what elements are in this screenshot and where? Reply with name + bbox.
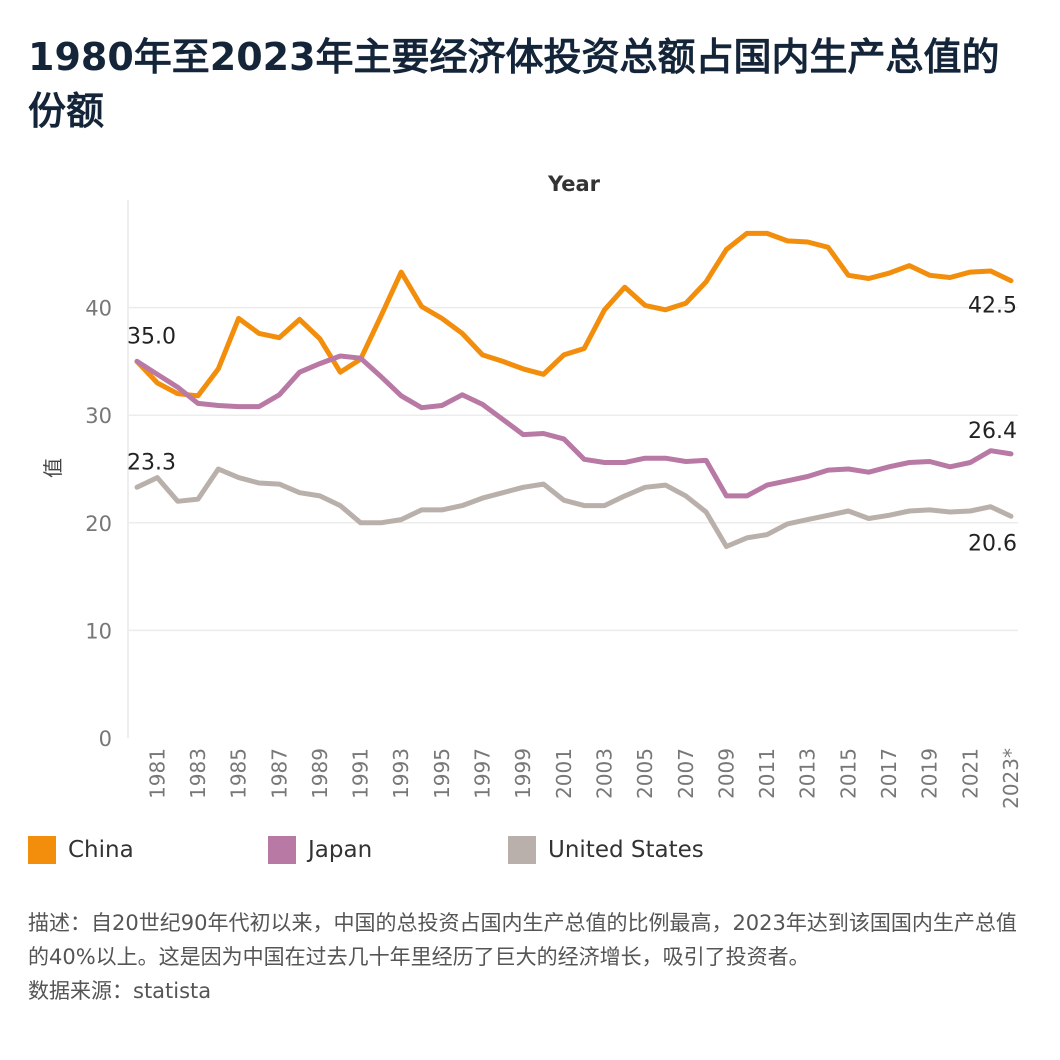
legend: China Japan United States (0, 836, 1060, 872)
y-tick-labels: 0 10 20 30 40 (85, 297, 112, 751)
x-tick-label: 2001 (552, 748, 576, 799)
legend-swatch-japan (268, 836, 296, 864)
x-tick-label: 1983 (186, 748, 210, 799)
legend-item-china[interactable]: China (28, 836, 134, 864)
x-tick-label: 2019 (918, 748, 942, 799)
chart-title: 1980年至2023年主要经济体投资总额占国内生产总值的份额 (28, 35, 1000, 133)
y-tick-label: 0 (99, 727, 112, 751)
gridlines (127, 200, 1018, 738)
x-tick-label: 1995 (430, 748, 454, 799)
legend-label-china: China (68, 837, 134, 863)
x-tick-label: 1997 (471, 748, 495, 799)
x-tick-labels: 1981 1983 1985 1987 1989 1991 1993 1995 1997 1999… (145, 748, 1023, 809)
line-chart: Year 值 0 10 20 30 40 1981 1983 1985 1987 1989 199… (41, 172, 1023, 809)
data-label: 23.3 (127, 450, 176, 475)
chart-footer: 描述：自20世纪90年代初以来，中国的总投资占国内生产总值的比例最高，2023年… (28, 906, 1032, 1008)
y-tick-label: 20 (85, 512, 112, 536)
x-tick-label: 2009 (714, 748, 738, 799)
legend-label-japan: Japan (308, 837, 373, 863)
x-tick-label: 1991 (349, 748, 373, 799)
x-tick-label: 2007 (674, 748, 698, 799)
x-tick-label: 2015 (836, 748, 860, 799)
data-label: 35.0 (127, 324, 176, 349)
legend-item-japan[interactable]: Japan (268, 836, 372, 864)
series-line-united-states[interactable] (134, 466, 1014, 549)
x-tick-label: 2023* (999, 748, 1023, 809)
y-tick-label: 40 (85, 297, 112, 321)
x-tick-label: 2011 (755, 748, 779, 799)
data-label: 26.4 (968, 419, 1017, 444)
series-line-japan[interactable] (134, 353, 1014, 499)
legend-label-united-states: United States (548, 837, 704, 863)
legend-swatch-china (28, 836, 56, 864)
series-lines (134, 230, 1014, 549)
x-axis-title: Year (547, 172, 601, 196)
data-label: 20.6 (968, 531, 1017, 556)
x-tick-label: 2003 (592, 748, 616, 799)
x-tick-label: 1993 (389, 748, 413, 799)
x-tick-label: 2005 (633, 748, 657, 799)
data-labels: 35.0 42.5 26.4 23.3 20.6 (127, 294, 1017, 557)
legend-swatch-united-states (508, 836, 536, 864)
series-line-china[interactable] (134, 230, 1014, 399)
x-tick-label: 2017 (877, 748, 901, 799)
x-tick-label: 2013 (796, 748, 820, 799)
y-tick-label: 30 (85, 404, 112, 428)
x-tick-label: 1987 (267, 748, 291, 799)
x-tick-label: 1985 (227, 748, 251, 799)
data-source: 数据来源：statista (28, 979, 212, 1003)
y-tick-label: 10 (85, 619, 112, 643)
x-tick-label: 1981 (145, 748, 169, 799)
x-tick-label: 1999 (511, 748, 535, 799)
data-label: 42.5 (968, 294, 1017, 319)
y-axis-label: 值 (41, 458, 65, 478)
chart-description: 描述：自20世纪90年代初以来，中国的总投资占国内生产总值的比例最高，2023年… (28, 911, 1017, 969)
x-tick-label: 2021 (958, 748, 982, 799)
legend-item-united-states[interactable]: United States (508, 836, 704, 864)
x-tick-label: 1989 (308, 748, 332, 799)
